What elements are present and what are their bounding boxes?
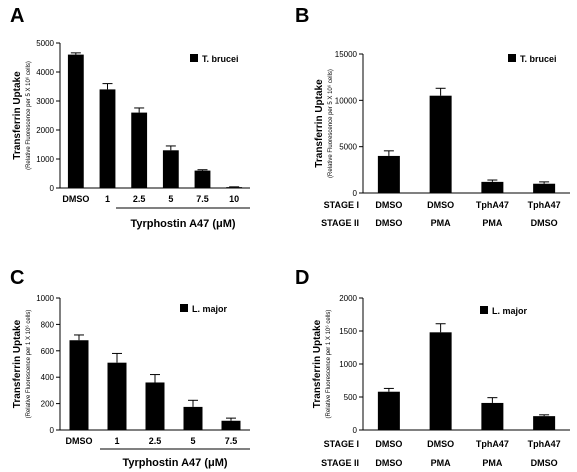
x-tick-label: 5 (168, 194, 173, 204)
stage-row-label: STAGE I (324, 439, 359, 449)
x-tick-label: 2.5 (149, 436, 162, 446)
bar (533, 416, 556, 430)
stage-row-value: PMA (431, 458, 452, 468)
panel-b: B 0 5000 10000 15000 Transferrin Uptake (Relat… (295, 5, 570, 228)
stage-row-value: DMSO (375, 218, 402, 228)
stage-row-value: DMSO (375, 200, 402, 210)
y-axis-label: Transferrin Uptake (314, 79, 325, 168)
y-tick-label: 1000 (339, 360, 357, 369)
bar (221, 420, 241, 430)
bar (107, 362, 127, 430)
x-tick-label: 10 (229, 194, 239, 204)
stage-row-value: DMSO (427, 200, 454, 210)
bar (145, 382, 165, 430)
legend-swatch (480, 306, 488, 314)
y-axis-sublabel: (Relative Fluorescence per 5 X 10⁶ cells… (25, 61, 32, 170)
bar (533, 183, 556, 193)
legend-label: L. major (492, 306, 528, 316)
stage-row-value: DMSO (531, 218, 558, 228)
y-tick-label: 5000 (36, 39, 54, 48)
bar (69, 340, 89, 430)
bar (162, 150, 179, 188)
stage-row-label: STAGE I (324, 200, 359, 210)
panel-letter: C (10, 267, 24, 289)
y-axis-label: Transferrin Uptake (12, 71, 23, 160)
x-tick-label: 1 (105, 194, 110, 204)
stage-row-value: TphA47 (476, 200, 509, 210)
stage-row-value: TphA47 (528, 200, 561, 210)
panel-letter: D (295, 267, 309, 289)
y-tick-label: 1000 (36, 294, 54, 303)
bar (481, 402, 504, 430)
y-tick-label: 500 (344, 393, 358, 402)
bar (99, 89, 116, 188)
x-tick-label: 1 (114, 436, 119, 446)
stage-row-value: DMSO (531, 458, 558, 468)
y-axis-sublabel: (Relative Fluorescence per 5 X 10⁶ cells… (327, 69, 334, 178)
stage-row-value: PMA (482, 458, 503, 468)
y-axis-sublabel: (Relative Fluorescence per 1 X 10⁶ cells… (325, 310, 332, 419)
panel-letter: B (295, 5, 309, 27)
panel-c: C 0 200 400 600 800 1000 Transferrin Uptake (Rel… (10, 267, 250, 469)
stage-row-value: PMA (482, 218, 503, 228)
panel-a: A 0 1000 2000 3000 4000 5000 Transferrin Uptake… (10, 5, 250, 230)
x-tick-label: 7.5 (225, 436, 238, 446)
panel-d: D 0 500 1000 1500 2000 Transferrin Uptake (Rela… (295, 267, 570, 468)
y-tick-label: 0 (353, 189, 358, 198)
y-tick-label: 1500 (339, 327, 357, 336)
legend-swatch (190, 54, 198, 62)
x-tick-label: 2.5 (133, 194, 146, 204)
panel-letter: A (10, 5, 24, 27)
y-tick-label: 0 (50, 426, 55, 435)
y-tick-label: 400 (41, 373, 55, 382)
y-tick-label: 15000 (335, 50, 358, 59)
legend-label: L. major (192, 304, 228, 314)
y-tick-label: 3000 (36, 97, 54, 106)
bar (377, 155, 400, 193)
y-axis-sublabel: (Relative Fluorescence per 1 X 10⁶ cells… (25, 310, 32, 419)
bar (131, 112, 148, 188)
x-tick-label: DMSO (62, 194, 89, 204)
y-tick-label: 200 (41, 400, 55, 409)
y-axis-label: Transferrin Uptake (312, 319, 323, 408)
y-tick-label: 2000 (339, 294, 357, 303)
x-tick-label: 5 (190, 436, 195, 446)
y-tick-label: 2000 (36, 126, 54, 135)
legend-label: T. brucei (520, 54, 557, 64)
stage-row-value: PMA (431, 218, 452, 228)
stage-row-label: STAGE II (321, 458, 359, 468)
x-axis-label: Tyrphostin A47 (μM) (122, 457, 227, 469)
stage-row-value: TphA47 (476, 439, 509, 449)
stage-row-value: TphA47 (528, 439, 561, 449)
x-axis-label: Tyrphostin A47 (μM) (130, 218, 235, 230)
y-tick-label: 1000 (36, 155, 54, 164)
y-tick-label: 10000 (335, 96, 358, 105)
y-tick-label: 0 (50, 184, 55, 193)
legend-swatch (508, 54, 516, 62)
bar (67, 54, 84, 188)
y-tick-label: 600 (41, 347, 55, 356)
bar (226, 187, 243, 188)
stage-row-value: DMSO (375, 458, 402, 468)
legend-swatch (180, 304, 188, 312)
bar (429, 332, 452, 430)
bar (377, 391, 400, 430)
stage-row-value: DMSO (427, 439, 454, 449)
x-tick-label: DMSO (66, 436, 93, 446)
bar (481, 181, 504, 193)
legend-label: T. brucei (202, 54, 239, 64)
y-tick-label: 4000 (36, 68, 54, 77)
bar (429, 95, 452, 193)
bar (183, 406, 203, 430)
stage-row-value: DMSO (375, 439, 402, 449)
y-axis-label: Transferrin Uptake (12, 319, 23, 408)
y-tick-label: 800 (41, 320, 55, 329)
bar (194, 170, 211, 188)
y-tick-label: 5000 (339, 143, 357, 152)
stage-row-label: STAGE II (321, 218, 359, 228)
y-tick-label: 0 (353, 426, 358, 435)
x-tick-label: 7.5 (196, 194, 209, 204)
